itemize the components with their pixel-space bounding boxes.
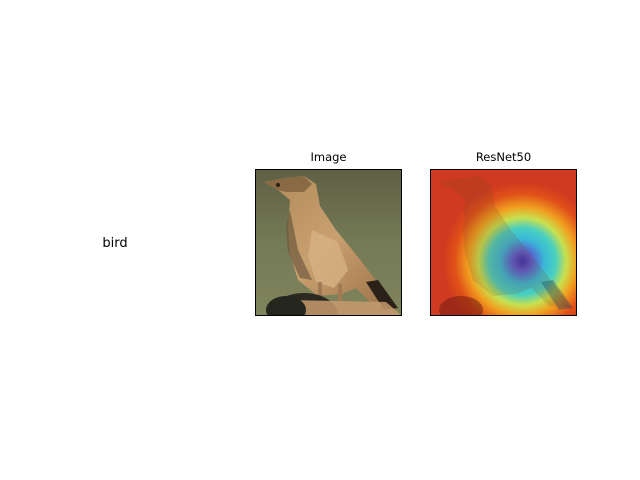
- resnet50-heatmap: [430, 169, 577, 316]
- input-image: [255, 169, 402, 316]
- heatmap-panel-title: ResNet50: [475, 150, 532, 164]
- class-label: bird: [102, 236, 128, 251]
- saliency-heatmap: [431, 170, 576, 315]
- bird-photo: [256, 170, 401, 315]
- image-panel-title: Image: [310, 150, 347, 164]
